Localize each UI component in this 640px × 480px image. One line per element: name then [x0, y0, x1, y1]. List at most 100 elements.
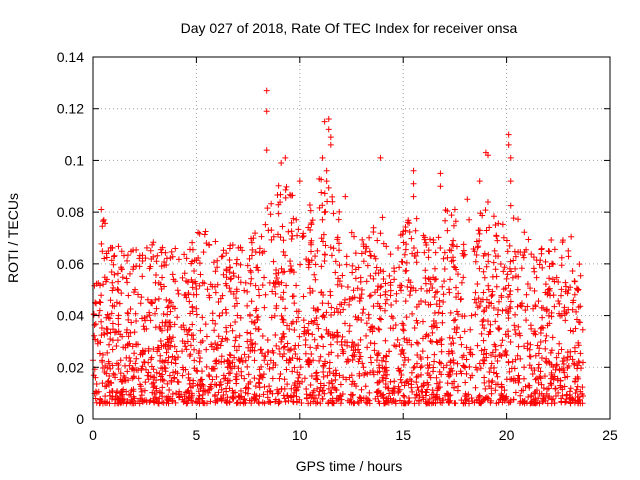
data-point	[140, 323, 147, 330]
data-point	[311, 271, 318, 278]
data-point	[527, 285, 534, 292]
data-point	[302, 341, 309, 348]
data-point	[441, 278, 448, 285]
data-point	[551, 400, 558, 407]
data-point	[360, 258, 367, 265]
data-point	[391, 265, 398, 272]
data-point	[485, 286, 492, 293]
data-point	[380, 275, 387, 282]
data-point	[396, 367, 403, 374]
data-point	[425, 247, 432, 254]
data-point	[375, 325, 382, 332]
data-point	[506, 265, 513, 272]
data-point	[549, 334, 556, 341]
data-point	[440, 298, 447, 305]
data-point	[518, 303, 525, 310]
data-point	[325, 385, 332, 392]
data-point	[322, 358, 329, 365]
data-point	[181, 270, 188, 277]
data-point	[349, 391, 356, 398]
data-point	[163, 296, 170, 303]
data-point	[333, 387, 340, 394]
data-point	[460, 241, 467, 248]
data-point	[125, 333, 132, 340]
data-point	[382, 280, 389, 287]
data-point	[370, 303, 377, 310]
data-point	[231, 343, 238, 350]
data-point	[293, 393, 300, 400]
data-point	[427, 301, 434, 308]
data-point	[320, 291, 327, 298]
data-point	[127, 399, 134, 406]
data-point	[561, 308, 568, 315]
data-point	[325, 300, 332, 307]
data-point	[210, 365, 217, 372]
data-point	[425, 365, 432, 372]
data-point	[152, 310, 159, 317]
data-point	[446, 369, 453, 376]
data-point	[521, 343, 528, 350]
data-point	[437, 183, 444, 190]
data-point	[514, 286, 521, 293]
data-point	[238, 355, 245, 362]
data-point	[227, 322, 234, 329]
data-point	[401, 382, 408, 389]
data-point	[453, 329, 460, 336]
data-point	[295, 226, 302, 233]
data-point	[401, 393, 408, 400]
data-point	[338, 283, 345, 290]
data-point	[95, 280, 102, 287]
data-point	[210, 259, 217, 266]
data-point	[213, 344, 220, 351]
data-point	[395, 389, 402, 396]
data-point	[268, 200, 275, 207]
data-point	[255, 267, 262, 274]
data-point	[356, 394, 363, 401]
data-point	[188, 276, 195, 283]
data-point	[533, 274, 540, 281]
data-point	[515, 379, 522, 386]
data-point	[540, 395, 547, 402]
data-point	[305, 257, 312, 264]
data-point	[255, 379, 262, 386]
data-point	[145, 345, 152, 352]
data-point	[170, 369, 177, 376]
data-point	[247, 336, 254, 343]
data-point	[364, 344, 371, 351]
data-point	[560, 361, 567, 368]
data-point	[193, 285, 200, 292]
data-point	[323, 309, 330, 316]
data-point	[515, 372, 522, 379]
data-point	[296, 371, 303, 378]
data-point	[503, 237, 510, 244]
data-point	[219, 253, 226, 260]
data-point	[278, 160, 285, 167]
data-point	[223, 267, 230, 274]
data-point	[576, 261, 583, 268]
data-point	[193, 305, 200, 312]
data-point	[450, 242, 457, 249]
data-point	[96, 400, 103, 407]
data-point	[542, 345, 549, 352]
data-point	[548, 396, 555, 403]
data-point	[133, 262, 140, 269]
data-point	[480, 316, 487, 323]
data-point	[317, 353, 324, 360]
data-point	[430, 239, 437, 246]
data-point	[176, 394, 183, 401]
data-point	[328, 304, 335, 311]
data-point	[492, 343, 499, 350]
data-point	[100, 281, 107, 288]
data-point	[288, 320, 295, 327]
data-point	[476, 399, 483, 406]
data-point	[167, 323, 174, 330]
data-point	[327, 244, 334, 251]
data-point	[125, 310, 132, 317]
data-point	[154, 252, 161, 259]
data-point	[483, 394, 490, 401]
data-point	[209, 310, 216, 317]
data-point	[99, 223, 106, 230]
data-point	[366, 293, 373, 300]
data-point	[413, 259, 420, 266]
data-point	[451, 206, 458, 213]
